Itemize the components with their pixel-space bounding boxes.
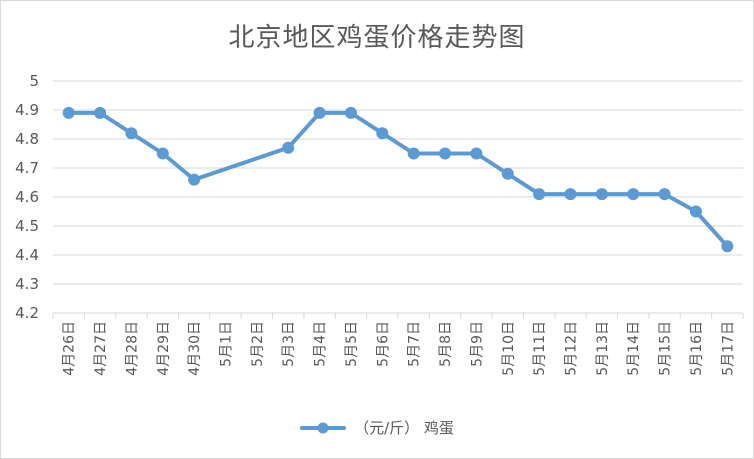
data-point: [94, 106, 107, 119]
data-point: [313, 106, 326, 119]
data-point: [501, 167, 514, 180]
x-tick-label: 5月8日: [438, 321, 454, 367]
data-point: [62, 106, 75, 119]
x-tick-label: 5月15日: [658, 321, 674, 376]
data-point: [470, 147, 483, 160]
x-tick-label: 5月1日: [219, 321, 235, 367]
y-tick-label: 4.3: [15, 275, 39, 293]
x-tick-label: 4月29日: [156, 321, 172, 376]
y-tick-label: 4.7: [15, 159, 39, 177]
y-tick-label: 4.6: [15, 188, 39, 206]
y-tick-label: 5: [29, 72, 39, 90]
x-tick-label: 4月30日: [187, 321, 203, 376]
data-point: [376, 127, 389, 140]
x-tick-label: 5月10日: [501, 321, 517, 376]
x-tick-label: 5月9日: [469, 321, 485, 367]
data-point: [282, 141, 295, 154]
chart-title: 北京地区鸡蛋价格走势图: [228, 23, 526, 53]
x-tick-label: 5月17日: [720, 321, 736, 376]
x-tick-label: 5月14日: [626, 321, 642, 376]
y-tick-label: 4.9: [15, 101, 39, 119]
data-point: [125, 127, 138, 140]
x-tick-label: 5月16日: [689, 321, 705, 376]
x-tick-label: 5月12日: [564, 321, 580, 376]
x-tick-label: 5月6日: [375, 321, 391, 367]
data-point: [564, 188, 577, 201]
y-tick-label: 4.2: [15, 304, 39, 322]
x-tick-label: 4月27日: [93, 321, 109, 376]
data-point: [721, 240, 734, 253]
legend-series-marker: [300, 422, 347, 433]
data-point: [689, 205, 702, 218]
data-point: [407, 147, 420, 160]
x-tick-label: 5月2日: [250, 321, 266, 367]
data-point: [658, 188, 671, 201]
y-tick-label: 4.8: [15, 130, 39, 148]
data-point: [156, 147, 169, 160]
data-point: [627, 188, 640, 201]
data-point: [188, 173, 201, 186]
data-point: [595, 188, 608, 201]
data-point: [439, 147, 452, 160]
x-tick-label: 4月28日: [124, 321, 140, 376]
legend-series-label: （元/斤） 鸡蛋: [354, 419, 454, 437]
data-point: [344, 106, 357, 119]
x-tick-label: 5月5日: [344, 321, 360, 367]
data-point: [533, 188, 546, 201]
x-tick-label: 5月11日: [532, 321, 548, 376]
y-tick-label: 4.5: [15, 217, 39, 235]
x-tick-label: 4月26日: [62, 321, 78, 376]
x-tick-label: 5月4日: [313, 321, 329, 367]
y-tick-label: 4.4: [15, 246, 39, 264]
x-tick-label: 5月7日: [407, 321, 423, 367]
chart-legend: （元/斤） 鸡蛋: [1, 417, 753, 438]
x-tick-label: 5月3日: [281, 321, 297, 367]
x-tick-label: 5月13日: [595, 321, 611, 376]
